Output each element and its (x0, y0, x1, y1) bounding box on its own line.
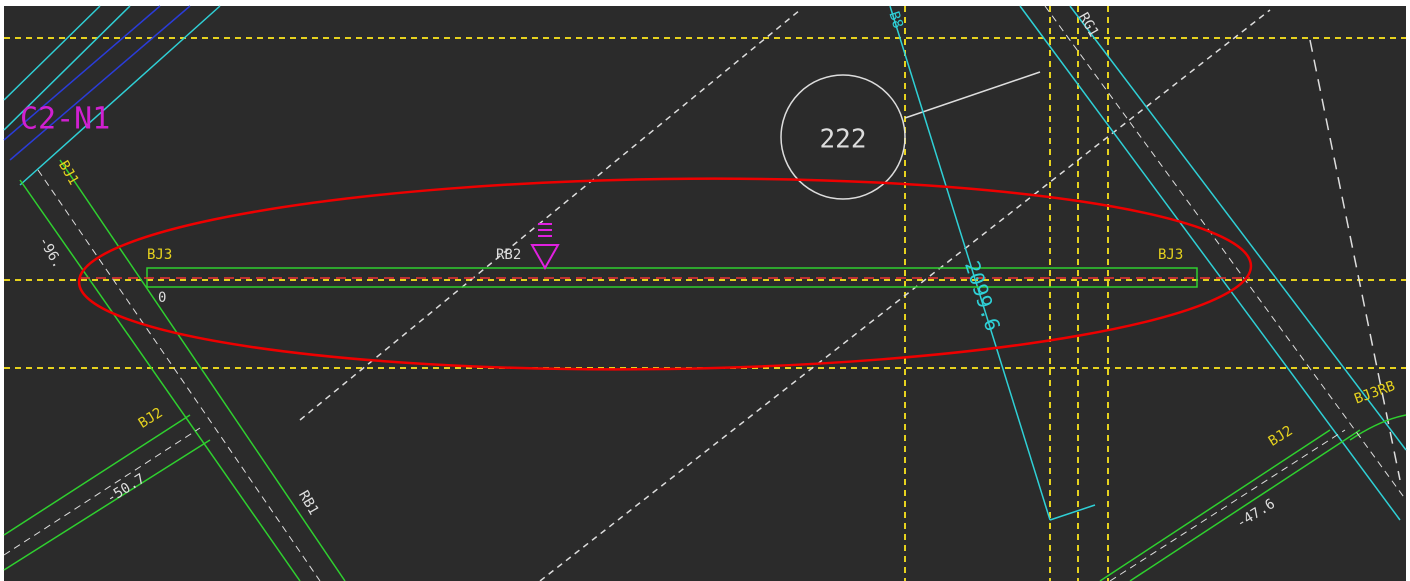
dim-line (889, 5, 1051, 521)
axis-lines (4, 6, 1406, 581)
beam-edge (9, 5, 191, 161)
tag-number: 222 (820, 125, 867, 155)
label: 0 (158, 290, 166, 306)
label: B8 (885, 10, 905, 31)
beam-edge (1019, 5, 1401, 521)
tag-circle (780, 74, 906, 200)
center-line (3, 427, 201, 556)
beam-edge (19, 5, 221, 186)
beam-edge (19, 179, 301, 581)
dim-line (1049, 504, 1096, 521)
beam-edge (3, 5, 161, 141)
beam-edge (3, 414, 191, 536)
guide (1309, 39, 1401, 481)
load-arrow (530, 223, 560, 271)
beam-edge (1099, 429, 1331, 581)
leader (904, 71, 1041, 119)
beam-edge (1349, 414, 1407, 441)
center-line (1044, 5, 1407, 501)
guide (299, 9, 801, 421)
cyan-lines (3, 5, 1407, 521)
blue-lines (3, 5, 191, 161)
beam-edge (3, 5, 131, 131)
beam-edge (3, 5, 101, 101)
beam-edge (3, 439, 211, 571)
beam-edge (59, 159, 346, 581)
center-line (1109, 429, 1346, 581)
guide (539, 9, 1271, 581)
label: BJ3 (147, 247, 172, 263)
highlight-ellipse (77, 177, 1253, 371)
arrow-part (530, 244, 560, 271)
beam-edge (1069, 5, 1407, 451)
beam-edge (1129, 429, 1361, 581)
canvas (4, 6, 1406, 581)
label: BJ3 (1158, 247, 1183, 263)
center-lines (3, 5, 1407, 581)
label: C2-N1 (20, 102, 110, 137)
green-lines (3, 159, 1407, 581)
label: RB2 (496, 247, 521, 263)
white-lines (299, 9, 1401, 581)
